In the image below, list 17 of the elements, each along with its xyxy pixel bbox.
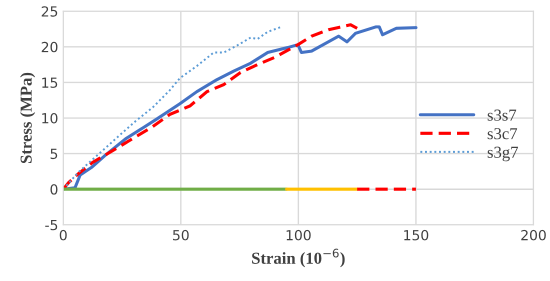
legend-label: s3s7 xyxy=(488,110,516,121)
y-tick-label: 15 xyxy=(42,78,58,88)
y-tick-label: 25 xyxy=(42,6,58,17)
y-tick-label: 10 xyxy=(42,112,58,124)
x-tick-label: 150 xyxy=(404,230,428,240)
legend-label: s3g7 xyxy=(488,146,518,162)
y-tick-label: 20 xyxy=(42,42,58,52)
x-axis-title: Strain (10$^{−6}$) xyxy=(252,248,345,268)
x-tick-label: 0 xyxy=(60,230,67,240)
y-axis-title: Stress (MPa) xyxy=(20,72,36,164)
x-tick-label: 50 xyxy=(173,230,189,240)
x-tick-label: 200 xyxy=(521,230,546,240)
y-tick-label: 0 xyxy=(50,184,58,195)
x-tick-label: 100 xyxy=(286,230,311,240)
legend-label: s3c7 xyxy=(488,128,518,140)
y-tick-label: 5 xyxy=(50,148,58,160)
y-tick-label: -5 xyxy=(45,220,58,230)
